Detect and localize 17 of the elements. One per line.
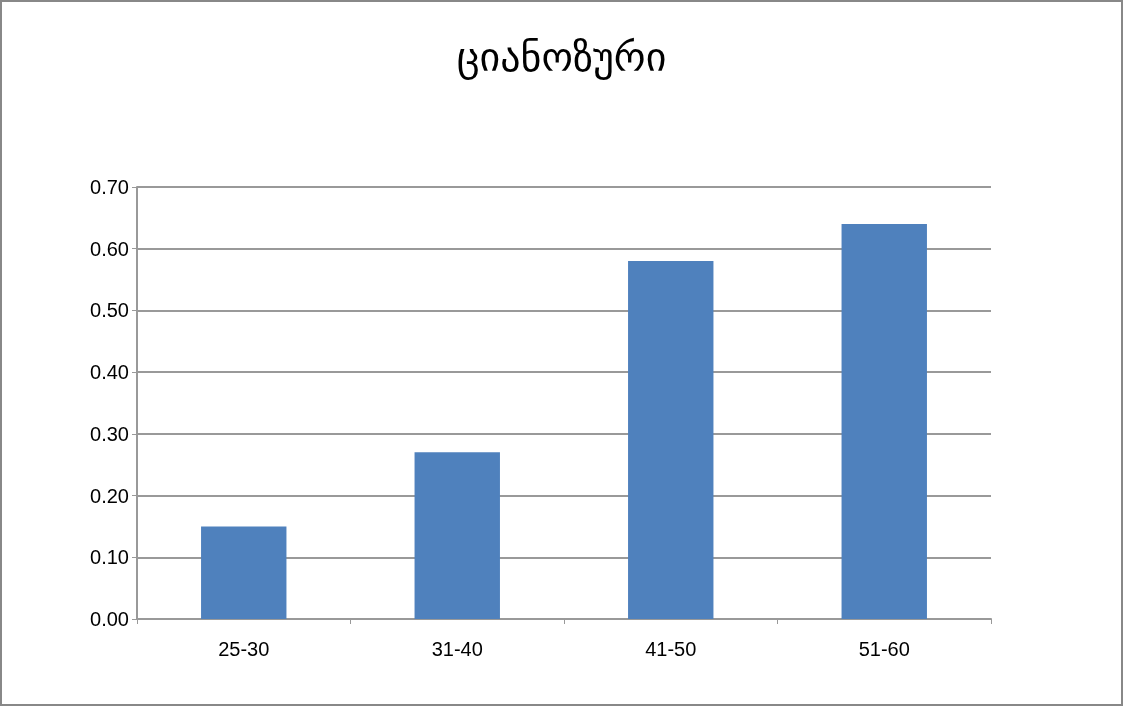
bar [414, 452, 500, 619]
x-tick-label: 25-30 [218, 638, 270, 660]
bar [201, 526, 287, 619]
y-tick-label: 0.70 [90, 176, 129, 198]
chart-title: ციანოზური [456, 34, 667, 80]
y-tick-label: 0.40 [90, 361, 129, 384]
y-tick-label: 0.50 [90, 299, 129, 322]
y-tick-label: 0.00 [90, 608, 129, 630]
y-tick-label: 0.20 [90, 484, 129, 507]
bar [628, 261, 714, 619]
x-tick-label: 51-60 [858, 638, 910, 660]
bar [841, 224, 927, 619]
y-tick-label: 0.10 [90, 546, 129, 569]
x-tick-label: 41-50 [645, 638, 697, 660]
y-tick-label: 0.60 [90, 237, 129, 260]
x-tick-label: 31-40 [431, 638, 483, 660]
y-tick-label: 0.30 [90, 422, 129, 445]
